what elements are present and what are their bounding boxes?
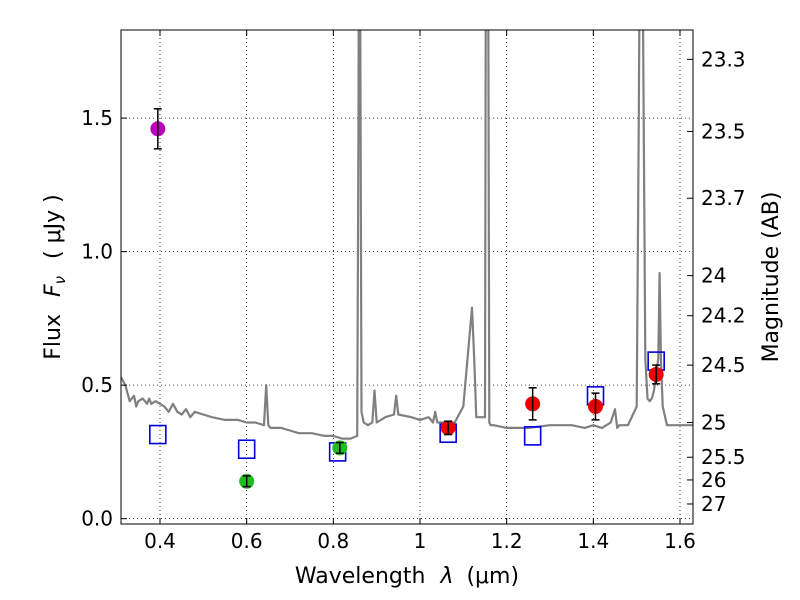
y-label-symbol: F	[41, 284, 66, 297]
model-squares-layer	[149, 351, 665, 462]
y2-tick-label: 27	[701, 492, 726, 516]
spectrum-line	[121, 30, 693, 440]
x-tick-label: 1.4	[577, 529, 609, 553]
y-tick-label: 1.0	[81, 240, 113, 264]
model-square-point	[237, 439, 256, 460]
x-axis-label: Wavelength λ (μm)	[295, 564, 519, 589]
y-tick-label: 0.5	[81, 373, 113, 397]
x-label-prefix: Wavelength	[295, 564, 426, 589]
y-axis-label: Flux Fν ( μJy )	[41, 194, 71, 359]
x-label-units: (μm)	[466, 564, 519, 589]
y2-tick-label: 24	[701, 264, 726, 288]
x-tick-label: 0.6	[231, 529, 263, 553]
spectrum-layer	[121, 30, 693, 440]
observed-point-purple	[150, 108, 166, 150]
x-label-symbol: λ	[439, 564, 453, 589]
y-tick-label: 0.0	[81, 507, 113, 531]
observed-point-green	[332, 440, 348, 456]
x-tick-label: 1.2	[491, 529, 523, 553]
y2-axis-label: Magnitude (AB)	[759, 192, 784, 363]
plot-frame	[120, 29, 694, 525]
ticks: 0.4 0.6 0.8 1 1.2 1.4 1.6 0.0 0.5 1.0 1.5 23.3 23.5 2…	[81, 30, 746, 553]
observed-point-red	[588, 392, 603, 421]
x-tick-label: 1	[414, 529, 427, 553]
observed-point-green	[239, 473, 255, 489]
y2-tick-label: 23.5	[701, 119, 746, 143]
observed-point-red	[440, 420, 456, 436]
x-tick-label: 0.4	[144, 529, 176, 553]
x-tick-label: 1.6	[664, 529, 696, 553]
y-label-prefix: Flux	[41, 314, 66, 360]
y2-tick-label: 24.2	[701, 304, 746, 328]
y2-tick-label: 23.7	[701, 186, 746, 210]
y2-tick-label: 23.3	[701, 47, 746, 71]
model-square-point	[149, 424, 167, 445]
observed-points-layer	[150, 108, 664, 489]
y2-tick-label: 24.5	[701, 353, 746, 377]
grid	[121, 30, 693, 524]
y-label-units: ( μJy )	[41, 194, 66, 259]
y2-tick-label: 25.5	[701, 445, 746, 469]
y2-tick-label: 25	[701, 411, 726, 435]
model-square-point	[523, 426, 542, 446]
observed-point-red	[648, 364, 664, 385]
y-tick-label: 1.5	[81, 106, 113, 130]
x-tick-label: 0.8	[317, 529, 349, 553]
y-label-subscript: ν	[51, 276, 69, 284]
y2-tick-label: 26	[701, 468, 726, 492]
observed-point-red	[525, 387, 541, 421]
